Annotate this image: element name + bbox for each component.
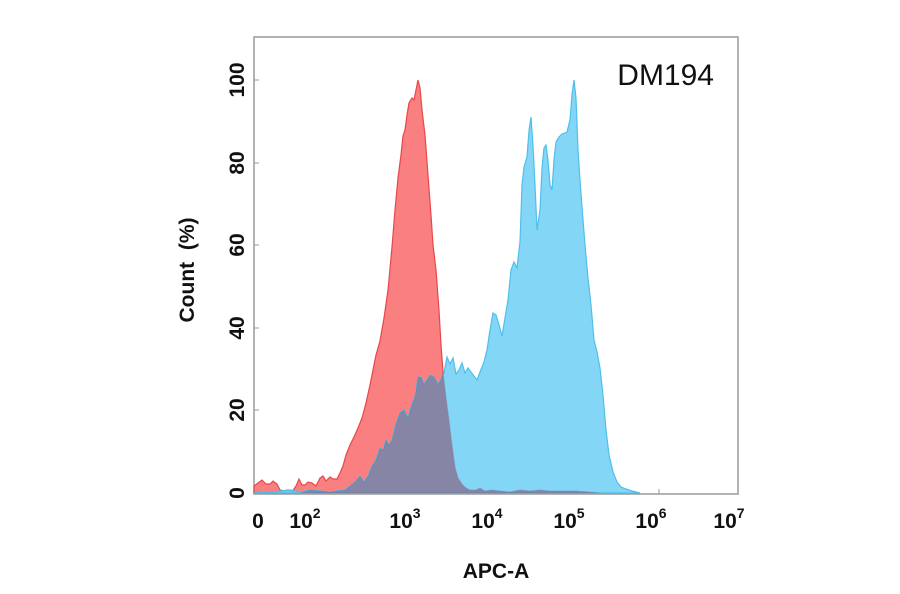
y-axis-title: Count (%) bbox=[176, 218, 199, 323]
y-tick-40: 40 bbox=[226, 316, 249, 339]
y-tick-20: 20 bbox=[226, 398, 249, 421]
x-tick-1e7: 107 bbox=[713, 505, 744, 533]
x-tick-1e6: 106 bbox=[635, 505, 666, 533]
x-tick-0: 0 bbox=[252, 510, 264, 533]
y-tick-0: 0 bbox=[226, 487, 249, 499]
y-tick-100: 100 bbox=[226, 62, 249, 97]
sample-annotation: DM194 bbox=[617, 59, 714, 92]
dm194-histogram-blue bbox=[253, 79, 641, 494]
x-tick-1e4: 104 bbox=[471, 505, 502, 533]
x-tick-1e3: 103 bbox=[389, 505, 420, 533]
x-axis-tick-labels: 0 102 103 104 105 106 107 bbox=[252, 505, 745, 533]
overlap-region bbox=[300, 372, 600, 493]
y-tick-60: 60 bbox=[226, 233, 249, 256]
x-tick-1e2: 102 bbox=[289, 505, 320, 533]
y-tick-80: 80 bbox=[226, 151, 249, 174]
y-axis-tick-labels: 0 20 40 60 80 100 bbox=[226, 62, 249, 498]
x-axis-title: APC-A bbox=[463, 560, 530, 583]
x-tick-1e5: 105 bbox=[553, 505, 584, 533]
